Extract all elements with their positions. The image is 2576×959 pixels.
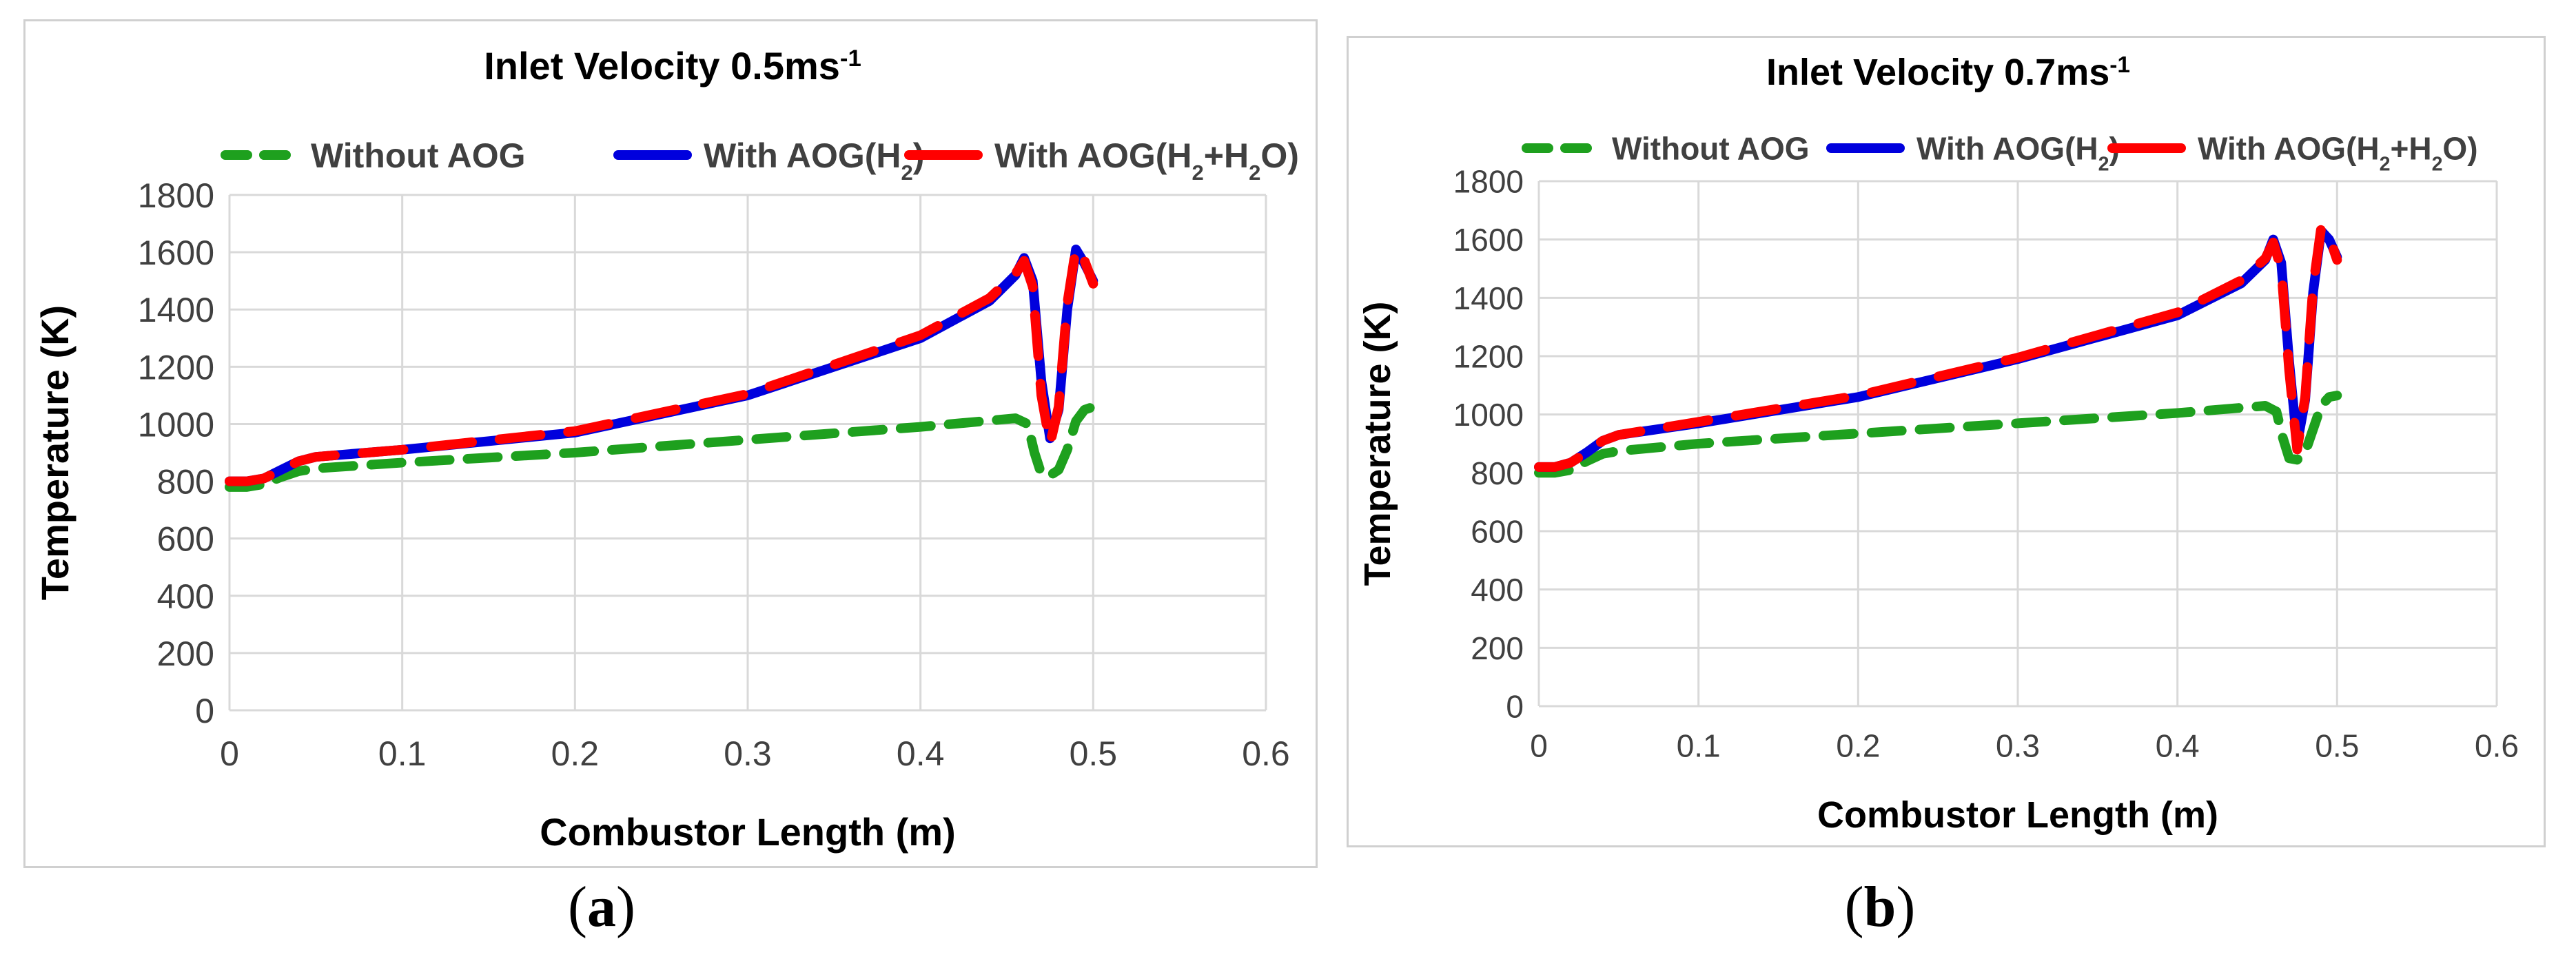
- y-tick-label: 1000: [1453, 397, 1524, 433]
- x-axis-label: Combustor Length (m): [540, 810, 955, 854]
- y-tick-label: 400: [1471, 572, 1524, 608]
- y-tick-label: 1200: [138, 348, 214, 386]
- y-tick-label: 400: [157, 577, 214, 616]
- x-tick-label: 0.1: [378, 734, 427, 773]
- y-tick-label: 800: [157, 463, 214, 502]
- legend-label: With AOG(H2): [1916, 131, 2120, 176]
- y-tick-label: 1600: [1453, 222, 1524, 258]
- chart-title: Inlet Velocity 0.5ms-1: [484, 44, 861, 87]
- y-tick-label: 1400: [138, 291, 214, 329]
- y-tick-label: 800: [1471, 455, 1524, 491]
- x-tick-label: 0.5: [2315, 728, 2359, 764]
- chart-svg: Inlet Velocity 0.5ms-1 0 200 400 600 800 1000 1…: [33, 44, 1299, 854]
- y-tick-label: 0: [195, 692, 214, 730]
- y-tick-label: 600: [1471, 514, 1524, 550]
- y-tick-label: 1800: [138, 176, 214, 215]
- x-tick-label: 0: [220, 734, 239, 773]
- chart-svg: Inlet Velocity 0.7ms-1 0 200 400 600 800 1000 1…: [1357, 52, 2519, 836]
- x-tick-label: 0.2: [551, 734, 600, 773]
- y-tick-label: 0: [1506, 689, 1524, 725]
- series-line-without-aog: [1534, 391, 2342, 478]
- caption-b: (b): [1844, 875, 1916, 939]
- x-tick-label: 0.3: [1996, 728, 2040, 764]
- legend-label: Without AOG: [311, 136, 526, 175]
- chart-panel-a: Inlet Velocity 0.5ms-1 0 200 400 600 800 1000 1…: [23, 19, 1318, 868]
- y-tick-label: 1000: [138, 405, 214, 444]
- y-tick-label: 1400: [1453, 280, 1524, 316]
- x-tick-label: 0.2: [1836, 728, 1880, 764]
- y-axis-label: Temperature (K): [33, 305, 76, 600]
- legend-label: With AOG(H2): [704, 136, 924, 185]
- x-tick-label: 0.4: [897, 734, 945, 773]
- x-tick-label: 0.5: [1070, 734, 1118, 773]
- series-line-with-aog-h2-h2o: [1534, 223, 2342, 472]
- x-tick-label: 0.6: [1242, 734, 1290, 773]
- series-line-without-aog: [225, 402, 1098, 492]
- x-tick-label: 0: [1530, 728, 1548, 764]
- y-tick-label: 1800: [1453, 164, 1524, 200]
- legend-label: With AOG(H2+H2O): [2198, 131, 2478, 176]
- legend-label: With AOG(H2+H2O): [994, 136, 1299, 185]
- y-tick-label: 600: [157, 520, 214, 559]
- y-tick-label: 200: [1471, 630, 1524, 666]
- x-axis-label: Combustor Length (m): [1817, 794, 2218, 836]
- x-tick-label: 0.3: [724, 734, 772, 773]
- series-line-with-aog-h2-h2o: [225, 243, 1098, 486]
- caption-a: (a): [568, 875, 635, 939]
- chart-panel-b: Inlet Velocity 0.7ms-1 0 200 400 600 800 1000 1…: [1347, 36, 2546, 847]
- y-tick-label: 200: [157, 635, 214, 673]
- chart-title: Inlet Velocity 0.7ms-1: [1766, 52, 2130, 93]
- caption-a-label: a: [587, 875, 616, 939]
- y-tick-label: 1200: [1453, 339, 1524, 375]
- x-tick-label: 0.4: [2156, 728, 2200, 764]
- legend-label: Without AOG: [1612, 131, 1810, 167]
- x-tick-label: 0.1: [1677, 728, 1721, 764]
- x-tick-label: 0.6: [2475, 728, 2519, 764]
- y-axis-label: Temperature (K): [1357, 301, 1398, 586]
- y-tick-label: 1600: [138, 234, 214, 272]
- caption-b-label: b: [1863, 875, 1897, 939]
